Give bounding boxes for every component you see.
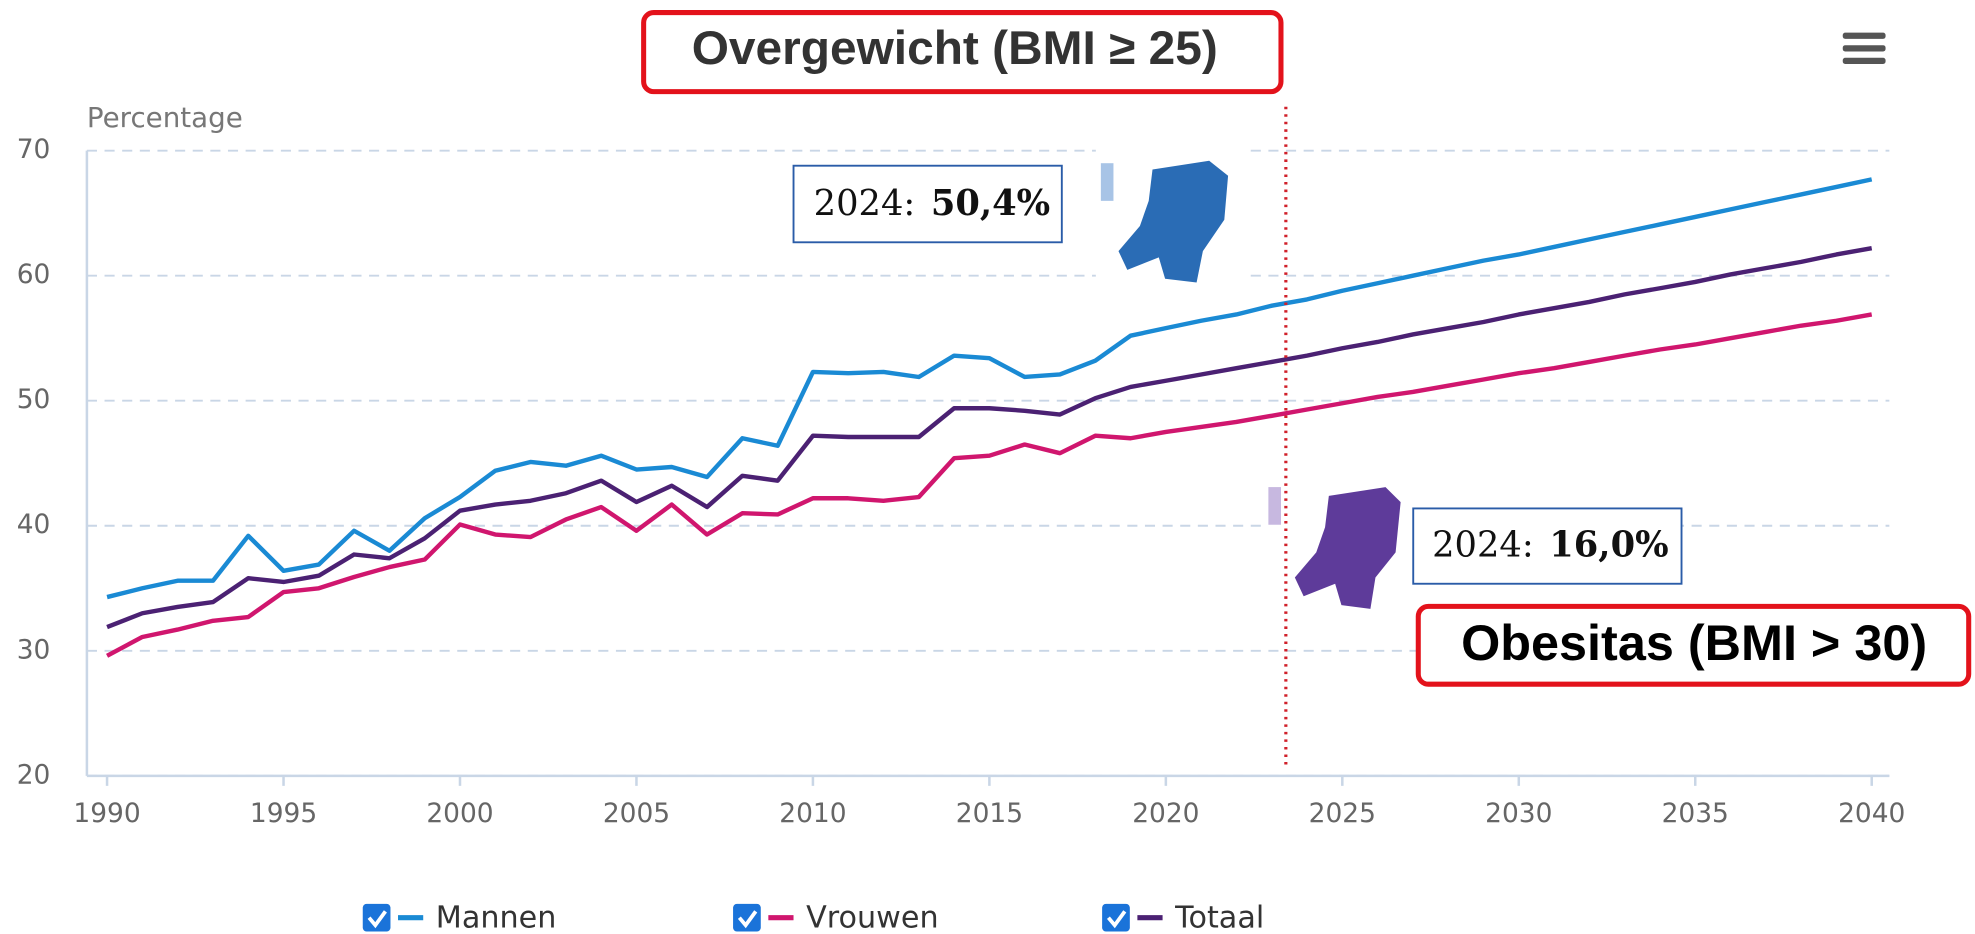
y-tick-label: 30 bbox=[17, 634, 51, 665]
data-line bbox=[106, 177, 1873, 600]
x-tick-label: 1990 bbox=[73, 798, 140, 829]
menu-icon[interactable] bbox=[1842, 32, 1886, 65]
y-axis-label: Percentage bbox=[87, 101, 243, 134]
checkmark bbox=[737, 910, 758, 929]
annotation-prefix: 2024: bbox=[1432, 524, 1534, 565]
y-tick-label: 50 bbox=[17, 384, 51, 415]
y-tick-label: 20 bbox=[17, 759, 51, 790]
chart-title: Overgewicht (BMI ≥ 25) bbox=[692, 22, 1218, 75]
x-tick-label: 2025 bbox=[1309, 798, 1376, 829]
annotation-prefix: 2024: bbox=[814, 183, 916, 224]
x-tick-label: 2005 bbox=[603, 798, 670, 829]
checkmark bbox=[367, 910, 387, 929]
legend-checkbox bbox=[362, 903, 391, 932]
title-frame bbox=[641, 10, 1284, 95]
map-thumbnail bbox=[1263, 461, 1421, 632]
x-tick-label: 2040 bbox=[1838, 798, 1905, 829]
legend-item[interactable]: Totaal bbox=[1102, 900, 1264, 934]
legend-label: Mannen bbox=[436, 900, 557, 934]
y-tick-label: 60 bbox=[17, 259, 51, 290]
x-tick-label: 2015 bbox=[956, 798, 1023, 829]
legend-label: Totaal bbox=[1174, 900, 1264, 934]
map-thumbnail bbox=[1095, 138, 1247, 302]
legend-checkbox bbox=[733, 903, 761, 932]
x-tick-label: 1995 bbox=[250, 798, 317, 829]
checkmark bbox=[1106, 910, 1127, 929]
obesity-label: Obesitas (BMI > 30) bbox=[1461, 614, 1927, 671]
annotation-value: 50,4% bbox=[931, 183, 1050, 224]
obesity-frame bbox=[1415, 603, 1972, 687]
x-tick-label: 2035 bbox=[1662, 798, 1729, 829]
legend-item[interactable]: Mannen bbox=[362, 900, 557, 934]
legend-label: Vrouwen bbox=[806, 900, 938, 934]
y-tick-label: 70 bbox=[17, 134, 51, 165]
annotation-value: 16,0% bbox=[1549, 524, 1668, 565]
legend-checkbox bbox=[1102, 903, 1130, 932]
y-tick-label: 40 bbox=[17, 509, 51, 540]
annotation-box: 2024: 50,4% bbox=[792, 164, 1063, 244]
x-tick-label: 2020 bbox=[1132, 798, 1199, 829]
x-tick-label: 2000 bbox=[426, 798, 493, 829]
data-line bbox=[106, 312, 1873, 658]
x-tick-label: 2030 bbox=[1485, 798, 1552, 829]
legend-item[interactable]: Vrouwen bbox=[733, 900, 939, 934]
annotation-box: 2024: 16,0% bbox=[1412, 507, 1683, 585]
x-tick-label: 2010 bbox=[779, 798, 846, 829]
data-line bbox=[106, 246, 1873, 630]
